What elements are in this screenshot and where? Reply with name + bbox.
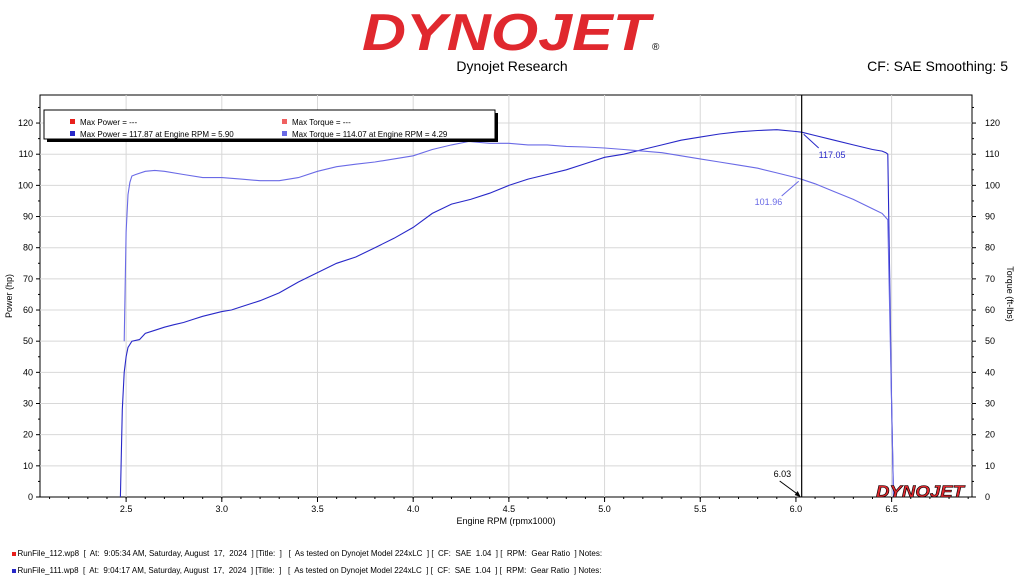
x-tick-label: 3.0 — [216, 504, 229, 514]
run1-text: RunFile_112.wp8 [ At: 9:05:34 AM, Saturd… — [17, 549, 603, 558]
x-axis-label: Engine RPM (rpmx1000) — [456, 516, 555, 526]
torque-value-pointer — [781, 180, 800, 197]
legend-marker — [70, 119, 75, 124]
x-tick-label: 6.0 — [790, 504, 803, 514]
y-tick-label: 50 — [23, 336, 33, 346]
x-tick-label: 6.5 — [885, 504, 898, 514]
run1-color-marker — [12, 551, 17, 556]
gridlines — [40, 95, 972, 497]
watermark-logo-text: DYNOJET — [876, 482, 966, 501]
run2-color-marker — [12, 568, 17, 573]
y-tick-label: 70 — [23, 274, 33, 284]
y2-tick-label: 50 — [985, 336, 995, 346]
y2-tick-label: 60 — [985, 305, 995, 315]
legend-item-label: Max Power = --- — [80, 118, 137, 127]
legend-marker — [282, 119, 287, 124]
series-line-torque — [123, 140, 895, 498]
power-value-label: 117.05 — [819, 150, 846, 160]
y-tick-label: 10 — [23, 461, 33, 471]
cursor-group: 6.03 117.05 101.96 — [755, 95, 846, 497]
run-info-1: RunFile_112.wp8 [ At: 9:05:34 AM, Saturd… — [8, 540, 602, 558]
y2-tick-label: 70 — [985, 274, 995, 284]
y-tick-label: 30 — [23, 399, 33, 409]
y-axis-label: Power (hp) — [4, 274, 14, 318]
y-tick-label: 20 — [23, 430, 33, 440]
y-tick-label: 100 — [18, 180, 33, 190]
y-tick-label: 80 — [23, 243, 33, 253]
x-tick-label: 4.0 — [407, 504, 420, 514]
legend-shadow-bottom — [47, 139, 498, 142]
legend-box — [43, 109, 496, 140]
run-info-2: RunFile_111.wp8 [ At: 9:04:17 AM, Saturd… — [8, 557, 601, 575]
y2-tick-label: 30 — [985, 399, 995, 409]
legend-item-label: Max Torque = --- — [292, 118, 351, 127]
dynojet-logo-text: DYNOJET — [362, 6, 655, 56]
legend-marker — [282, 131, 287, 136]
watermark-logo: DYNOJET — [876, 482, 966, 502]
registered-mark-icon: ® — [652, 42, 660, 53]
y-tick-label: 90 — [23, 212, 33, 222]
x-tick-label: 5.0 — [598, 504, 611, 514]
x-tick-label: 3.5 — [311, 504, 324, 514]
legend-item-label: Max Torque = 114.07 at Engine RPM = 4.29 — [292, 130, 448, 139]
x-axis: 2.5 3.0 3.5 4.0 4.5 5.0 5.5 6.0 6.5 — [49, 497, 969, 514]
dynojet-logo: DYNOJET ® — [362, 6, 660, 56]
torque-value-label: 101.96 — [755, 197, 783, 207]
right-axis: 0 10 20 30 40 50 60 70 80 90 100 110 120 — [972, 106, 1000, 502]
chart-subtitle: Dynojet Research — [456, 58, 568, 74]
y-tick-label: 40 — [23, 367, 33, 377]
legend-marker — [70, 131, 75, 136]
legend: Max Power = --- Max Torque = --- Max Power… — [43, 109, 498, 142]
x-tick-label: 2.5 — [120, 504, 133, 514]
cursor-rpm-label: 6.03 — [774, 469, 792, 479]
y2-tick-label: 90 — [985, 212, 995, 222]
left-axis: 0 10 20 30 40 50 60 70 80 90 100 110 120 — [18, 106, 40, 502]
plot-area — [39, 94, 973, 498]
dyno-chart: 0 10 20 30 40 50 60 70 80 90 100 110 120 0 10 20 30 40 50… — [4, 94, 1015, 526]
y2-tick-label: 110 — [985, 149, 999, 159]
y2-tick-label: 120 — [985, 118, 1000, 128]
cf-info: CF: SAE Smoothing: 5 — [867, 58, 1008, 74]
y2-tick-label: 40 — [985, 367, 995, 377]
power-value-pointer — [803, 133, 820, 149]
y2-tick-label: 100 — [985, 180, 1000, 190]
y2-tick-label: 80 — [985, 243, 995, 253]
y-tick-label: 120 — [18, 118, 33, 128]
y-tick-label: 110 — [19, 149, 33, 159]
y2-tick-label: 0 — [985, 492, 990, 502]
y-tick-label: 0 — [28, 492, 33, 502]
y2-tick-label: 20 — [985, 430, 995, 440]
x-tick-label: 4.5 — [503, 504, 516, 514]
run2-text: RunFile_111.wp8 [ At: 9:04:17 AM, Saturd… — [17, 566, 602, 575]
legend-item-label: Max Power = 117.87 at Engine RPM = 5.90 — [80, 130, 234, 139]
series-group — [119, 129, 895, 498]
series-line-power — [119, 129, 895, 498]
y2-axis-label: Torque (ft-lbs) — [1005, 266, 1015, 322]
cursor-arrow-icon — [794, 491, 801, 497]
cursor-rpm-pointer — [779, 480, 799, 496]
y2-tick-label: 10 — [985, 461, 995, 471]
legend-shadow-right — [495, 113, 498, 142]
y-tick-label: 60 — [23, 305, 33, 315]
x-tick-label: 5.5 — [694, 504, 707, 514]
